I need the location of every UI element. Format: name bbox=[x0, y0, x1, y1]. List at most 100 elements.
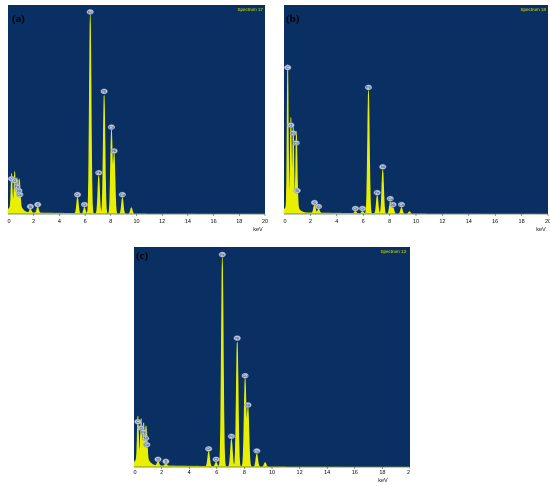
peak-marker-badge bbox=[293, 187, 301, 194]
peak-label: C bbox=[286, 65, 289, 70]
peak-marker: Cr bbox=[358, 205, 367, 212]
x-tick-label: 4 bbox=[188, 470, 191, 476]
peak-marker: Fe bbox=[289, 130, 297, 136]
x-tick-label: 12 bbox=[439, 219, 445, 225]
x-tick-label: 2 bbox=[160, 470, 163, 476]
x-tick-label: 14 bbox=[185, 219, 191, 225]
x-tick-label: 2 bbox=[32, 219, 35, 225]
x-axis-label: keV bbox=[536, 227, 546, 233]
peak-label: Fe bbox=[220, 252, 225, 257]
peak-marker: O bbox=[287, 122, 295, 128]
peak-label: Ni bbox=[17, 188, 21, 193]
peak-marker-badge bbox=[351, 205, 360, 212]
peak-label: Fe bbox=[15, 184, 20, 189]
peak-marker-badge bbox=[140, 429, 148, 435]
plot-area bbox=[284, 5, 548, 214]
peak-marker-badge bbox=[289, 130, 297, 136]
peak-label: Ni bbox=[235, 335, 239, 340]
peak-marker-badge bbox=[95, 169, 103, 176]
peak-marker: S bbox=[310, 199, 319, 206]
peak-label: Fe bbox=[141, 429, 146, 434]
peak-label: Fe bbox=[366, 85, 371, 90]
peak-marker-badge bbox=[310, 199, 319, 206]
peak-label: Ni bbox=[381, 164, 385, 169]
peak-marker: Cl bbox=[314, 203, 323, 210]
peak-label: Cr bbox=[207, 446, 212, 451]
peak-marker: Ni bbox=[142, 435, 150, 442]
x-tick-label: 10 bbox=[413, 219, 419, 225]
peak-label: Ni bbox=[391, 202, 395, 207]
peak-label: S bbox=[165, 459, 168, 464]
peak-marker-badge bbox=[143, 441, 151, 448]
x-tick-label: 12 bbox=[159, 219, 165, 225]
peak-marker: Cr bbox=[73, 191, 82, 198]
panel-b: (b) Spectrum 18 C O Fe Cu Si S Cl Cr Cr Fe Fe Ni Cu Ni C… bbox=[278, 0, 550, 240]
peak-marker-badge bbox=[34, 201, 42, 208]
peak-marker: Ni bbox=[389, 201, 397, 208]
peak-label: Cr bbox=[82, 202, 87, 207]
peak-marker: Fe bbox=[227, 433, 236, 440]
peak-label: Cr bbox=[214, 457, 219, 462]
x-tick-label: 10 bbox=[269, 470, 275, 476]
peak-label: Cl bbox=[317, 204, 321, 209]
peak-label: Si bbox=[29, 204, 33, 209]
peak-marker-badge bbox=[241, 372, 249, 379]
peak-marker: Fe bbox=[140, 429, 148, 435]
peak-marker: C bbox=[284, 64, 292, 71]
peak-label: Cu bbox=[254, 448, 259, 453]
peak-label: Ni bbox=[246, 402, 250, 407]
peak-label: Fe bbox=[96, 170, 101, 175]
x-tick-label: 6 bbox=[215, 470, 218, 476]
peak-marker: Fe bbox=[86, 9, 94, 15]
x-tick-label: 0 bbox=[283, 219, 286, 225]
peak-label: O bbox=[13, 178, 16, 183]
peak-marker-badge bbox=[11, 177, 19, 184]
peak-marker-badge bbox=[373, 189, 381, 196]
peak-marker: S bbox=[162, 458, 170, 465]
peak-label: Si bbox=[295, 188, 299, 193]
peak-marker: Cr bbox=[80, 201, 89, 208]
peak-marker: Cu bbox=[386, 195, 394, 202]
peak-label: Cu bbox=[109, 124, 114, 129]
peak-marker: Cu bbox=[292, 140, 300, 146]
peak-marker-badge bbox=[386, 195, 394, 202]
x-tick-label: 8 bbox=[243, 470, 246, 476]
x-tick-label: 2 bbox=[309, 219, 312, 225]
x-tick-label: 0 bbox=[7, 219, 10, 225]
spectrum-title: Spectrum 18 bbox=[520, 7, 546, 12]
peak-label: Cu bbox=[388, 196, 393, 201]
peak-marker-badge bbox=[314, 203, 323, 210]
peak-marker-badge bbox=[16, 191, 24, 198]
peak-marker-badge bbox=[86, 9, 94, 15]
peak-marker-badge bbox=[389, 201, 397, 208]
x-tick-label: 4 bbox=[58, 219, 61, 225]
x-tick-label: 18 bbox=[236, 219, 242, 225]
peak-label: Cu bbox=[399, 202, 404, 207]
x-tick-label: 8 bbox=[388, 219, 391, 225]
peak-marker: O bbox=[137, 425, 145, 431]
peak-marker: Ni bbox=[244, 402, 252, 408]
peak-label: Ni bbox=[102, 89, 106, 94]
panel-label: (b) bbox=[286, 13, 300, 25]
x-tick-label: 16 bbox=[211, 219, 217, 225]
plot-area bbox=[134, 247, 410, 467]
peak-marker-badge bbox=[244, 402, 252, 408]
peak-marker-badge bbox=[379, 164, 387, 170]
peak-marker-badge bbox=[253, 448, 261, 454]
peak-marker-badge bbox=[218, 251, 226, 258]
peak-label: Cu bbox=[243, 373, 248, 378]
x-tick-label: 8 bbox=[109, 219, 112, 225]
peak-label: Si bbox=[156, 457, 160, 462]
peak-marker: Cu bbox=[107, 124, 116, 130]
peak-marker: Si bbox=[293, 187, 301, 194]
peak-marker: Fe bbox=[95, 169, 103, 176]
peak-label: O bbox=[140, 425, 143, 430]
peak-marker-badge bbox=[227, 433, 236, 440]
peak-marker: S bbox=[34, 201, 42, 208]
peak-label: Cu bbox=[17, 192, 22, 197]
x-tick-label: 0 bbox=[133, 470, 136, 476]
peak-label: C bbox=[10, 176, 13, 181]
spectrum-title: Spectrum 13 bbox=[380, 249, 406, 254]
peak-label: Ni bbox=[112, 148, 116, 153]
